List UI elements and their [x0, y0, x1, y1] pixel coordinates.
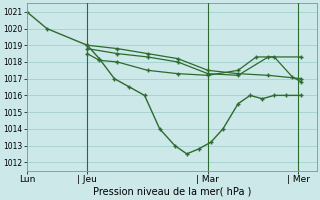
X-axis label: Pression niveau de la mer( hPa ): Pression niveau de la mer( hPa ): [92, 187, 251, 197]
